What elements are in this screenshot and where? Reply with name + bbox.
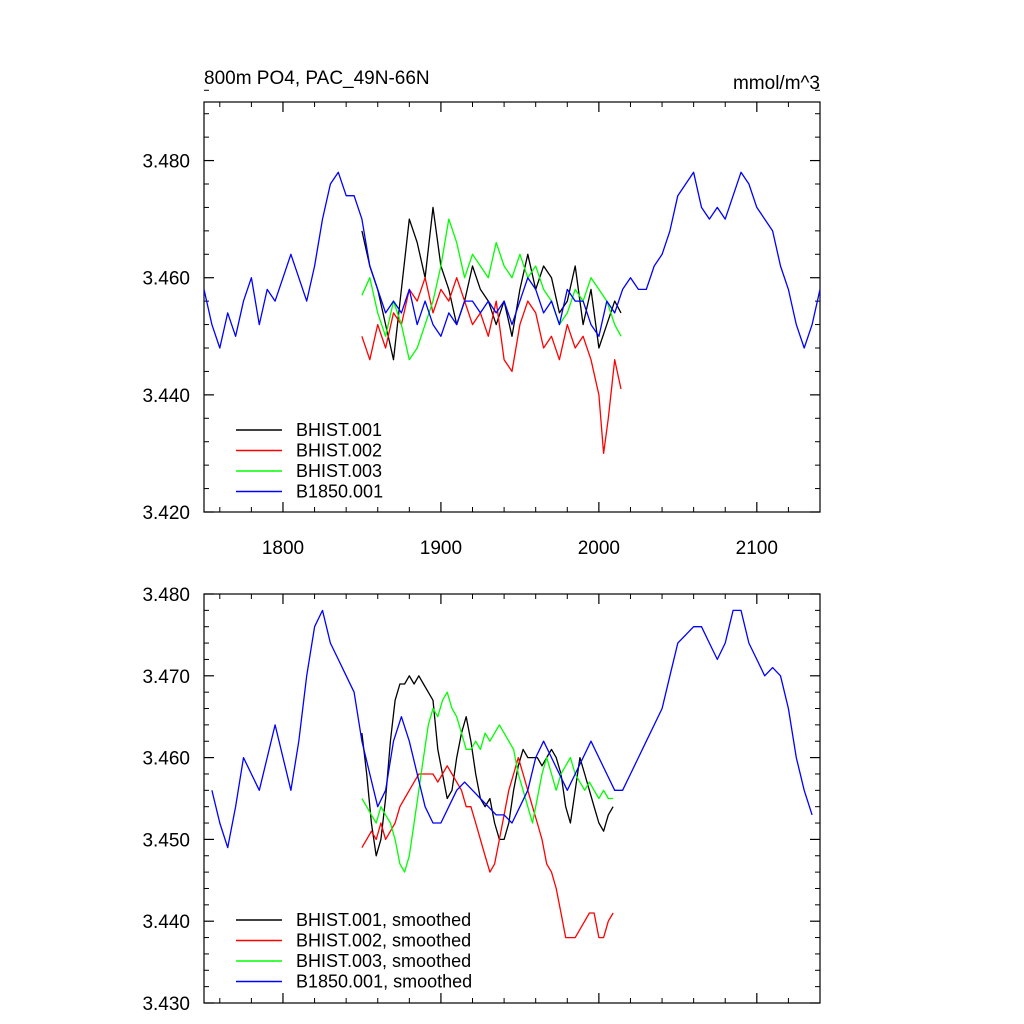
chart-units: mmol/m^3 [733, 73, 820, 94]
series-line-bhist-003-smoothed [361, 691, 614, 873]
y-tick-label: 3.460 [142, 749, 190, 770]
bottom-panel: 3.430 3.440 3.450 3.460 3.470 3.480 BHIST.001,… [142, 585, 821, 1015]
x-tick-label: 1900 [420, 538, 462, 559]
series-line-bhist-002 [361, 277, 622, 455]
legend-label-b1850-001-smoothed: B1850.001, smoothed [296, 972, 472, 992]
x-tick-label: 2000 [578, 538, 620, 559]
y-tick-label: 3.450 [142, 830, 190, 851]
y-tick-label: 3.460 [142, 269, 190, 290]
y-tick-label: 3.470 [142, 667, 190, 688]
plot-frame [203, 101, 821, 513]
legend-label-bhist-001: BHIST.001 [296, 420, 382, 440]
legend-label-b1850-001: B1850.001 [296, 482, 383, 502]
legend-label-bhist-002-smoothed: BHIST.002, smoothed [296, 931, 471, 951]
y-tick-label: 3.440 [142, 386, 190, 407]
y-tick-label: 3.480 [142, 585, 190, 606]
x-tick-label: 2100 [736, 538, 778, 559]
legend-label-bhist-003-smoothed: BHIST.003, smoothed [296, 951, 471, 971]
y-tick-label: 3.420 [142, 503, 190, 524]
x-tick-label: 1800 [262, 538, 304, 559]
y-tick-label: 3.430 [142, 994, 190, 1015]
legend-label-bhist-003: BHIST.003 [296, 461, 382, 481]
plot-frame [203, 593, 821, 1004]
legend-label-bhist-001-smoothed: BHIST.001, smoothed [296, 910, 471, 930]
legend-label-bhist-002: BHIST.002 [296, 441, 382, 461]
series-line-bhist-003 [361, 218, 622, 361]
top-panel: 1800 1900 2000 2100 3.420 3.440 3.460 3.480 BHIS… [142, 89, 821, 559]
series-line-bhist-001-smoothed [361, 675, 614, 857]
chart-title: 800m PO4, PAC_49N-66N [204, 68, 430, 89]
y-tick-label: 3.480 [142, 152, 190, 173]
y-tick-label: 3.440 [142, 912, 190, 933]
series-line-b1850-001 [203, 171, 821, 349]
series-line-bhist-002-smoothed [361, 756, 614, 939]
series-line-b1850-001-smoothed [211, 609, 813, 849]
